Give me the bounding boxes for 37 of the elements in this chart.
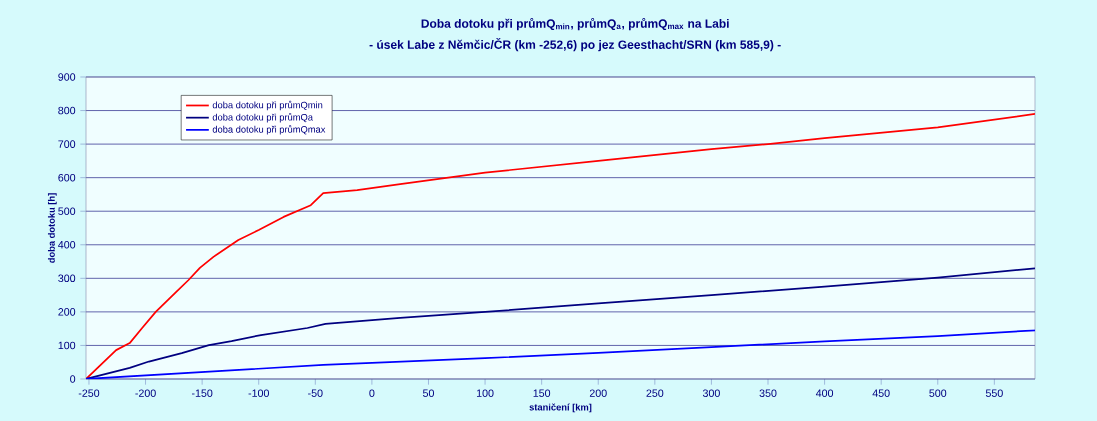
line-series (86, 113, 1035, 379)
x-tick-label: 250 (646, 389, 664, 397)
line-series (86, 329, 1035, 379)
x-tick-label: 350 (759, 389, 777, 397)
x-tick-label: 300 (702, 389, 720, 397)
legend-label: doba dotoku při průmQmax (212, 125, 326, 135)
x-tick-label: -150 (191, 389, 213, 397)
y-tick-label: 900 (58, 73, 76, 81)
line-series (86, 267, 1035, 379)
x-tick-label: 150 (533, 389, 551, 397)
y-tick-label: 500 (58, 207, 76, 215)
legend-label: doba dotoku při průmQmin (212, 100, 323, 111)
x-tick-label: -250 (78, 389, 100, 397)
chart-subtitle: - úsek Labe z Němčic/ČR (km -252,6) po jez Geesthacht/SRN (km 585,9) - (369, 38, 781, 52)
x-tick-label: 200 (589, 389, 607, 397)
x-tick-label: -50 (308, 389, 323, 397)
x-tick-label: -200 (135, 389, 156, 397)
y-tick-label: 600 (58, 173, 76, 182)
y-tick-label: 300 (58, 274, 76, 283)
x-tick-label: 50 (422, 389, 434, 397)
x-tick-label: 500 (929, 389, 947, 397)
y-tick-label: 0 (70, 375, 76, 383)
y-axis-title: doba dotoku [h] (47, 193, 57, 263)
y-tick-label: 200 (58, 308, 76, 316)
x-tick-label: -100 (248, 389, 269, 397)
x-tick-label: 400 (815, 389, 834, 397)
chart-title: Doba dotoku při průmQ$_{min}$, průmQ$_{a}$, průmQ$_{max}$ na Labi (421, 18, 729, 31)
x-tick-label: 0 (369, 389, 375, 397)
x-axis-title: staničení [km] (529, 403, 592, 413)
x-tick-label: 550 (985, 389, 1003, 397)
legend-label: doba dotoku při průmQa (212, 112, 313, 123)
y-tick-label: 800 (58, 106, 76, 115)
y-tick-label: 400 (58, 241, 76, 249)
y-tick-label: 700 (58, 140, 76, 148)
y-tick-label: 100 (58, 341, 76, 350)
x-tick-label: 100 (476, 389, 494, 397)
x-tick-label: 450 (872, 389, 890, 397)
